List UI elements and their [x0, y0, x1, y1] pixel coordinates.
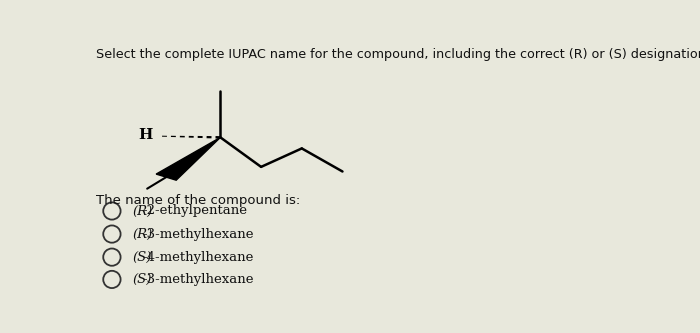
- Text: -4-methylhexane: -4-methylhexane: [143, 251, 254, 264]
- Text: H: H: [138, 128, 153, 142]
- Text: -3-methylhexane: -3-methylhexane: [143, 227, 254, 240]
- Text: (R): (R): [132, 227, 153, 240]
- Text: (S): (S): [132, 273, 152, 286]
- Text: Select the complete IUPAC name for the compound, including the correct (R) or (S: Select the complete IUPAC name for the c…: [96, 48, 700, 61]
- Text: The name of the compound is:: The name of the compound is:: [96, 194, 300, 207]
- Text: (R): (R): [132, 204, 153, 217]
- Polygon shape: [156, 138, 220, 180]
- Text: -3-methylhexane: -3-methylhexane: [143, 273, 254, 286]
- Text: -2-ethylpentane: -2-ethylpentane: [143, 204, 248, 217]
- Text: (S): (S): [132, 251, 152, 264]
